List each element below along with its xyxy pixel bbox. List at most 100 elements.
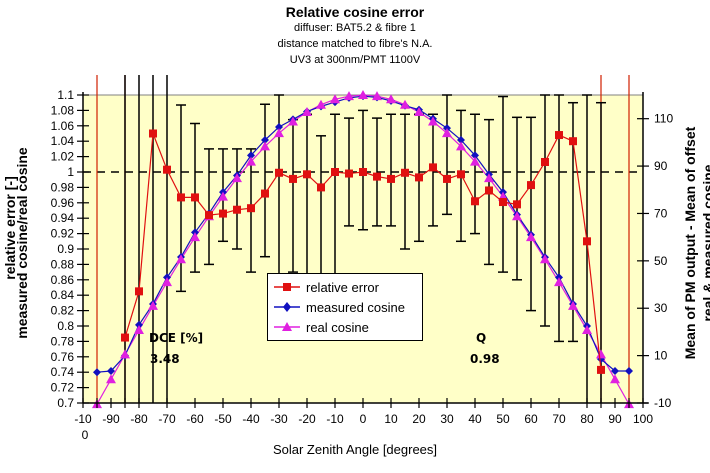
legend-item-relative-error: relative error — [274, 277, 379, 297]
relative-error-point — [317, 183, 325, 192]
relative-error-point — [597, 365, 605, 374]
right-axis-label-1: Mean of PM output - Mean of offset — [682, 126, 698, 360]
measured-cosine-point — [107, 367, 115, 376]
left-axis-tick-label: 1.04 — [51, 134, 75, 148]
legend-label-relative-error: relative error — [306, 279, 379, 295]
measured-cosine-point — [457, 136, 465, 145]
relative-error-point — [191, 193, 199, 202]
legend-label-measured-cosine: measured cosine — [306, 299, 405, 315]
left-axis-tick-label: 1.08 — [51, 103, 75, 117]
real-cosine-point — [470, 156, 480, 166]
relative-error-point — [345, 169, 353, 178]
relative-error-point — [177, 193, 185, 202]
relative-error-point — [205, 211, 213, 220]
right-axis-tick-label: 70 — [654, 206, 668, 220]
x-axis-tick-label: -40 — [242, 412, 260, 426]
real-cosine-point — [540, 254, 550, 264]
real-cosine-point — [372, 91, 382, 101]
relative-error-point — [527, 181, 535, 190]
x-axis-tick-label: -60 — [186, 412, 204, 426]
relative-error-point — [541, 157, 549, 166]
real-cosine-point — [162, 277, 172, 287]
relative-error-point — [303, 170, 311, 179]
q-label: Q — [476, 331, 487, 345]
real-cosine-point — [526, 232, 536, 242]
x-axis-tick-label: 0 — [360, 412, 367, 426]
legend: relative error measured cosine real cosi… — [267, 273, 423, 341]
relative-error-point — [163, 165, 171, 174]
relative-error-point — [275, 168, 283, 177]
relative-error-point — [569, 137, 577, 146]
left-axis-tick-label: 0.92 — [51, 227, 75, 241]
relative-error-point — [513, 200, 521, 209]
relative-error-point — [499, 198, 507, 207]
left-axis-tick-label: 0.7 — [57, 396, 74, 410]
real-cosine-point — [246, 156, 256, 166]
real-cosine-point — [288, 116, 298, 126]
x-axis-tick-label-wrap: 0 — [82, 428, 89, 442]
relative-error-point — [289, 174, 297, 183]
x-axis-label: Solar Zenith Angle [degrees] — [272, 442, 438, 457]
real-cosine-point — [176, 254, 186, 264]
left-axis-tick-label: 0.78 — [51, 334, 75, 348]
x-axis-tick-label: 100 — [633, 412, 653, 426]
x-axis-tick-label: -20 — [298, 412, 316, 426]
left-axis-tick-label: 0.76 — [51, 350, 75, 364]
x-axis-tick-label: 60 — [524, 412, 538, 426]
relative-error-point — [401, 168, 409, 177]
dce-label: DCE [%] — [149, 331, 204, 345]
left-axis-tick-label: 1.06 — [51, 119, 75, 133]
relative-error-point — [457, 170, 465, 179]
right-axis-label-2: real & measured cosine — [700, 164, 710, 322]
x-axis-tick-label: -90 — [102, 412, 120, 426]
chart-title: Relative cosine error — [285, 4, 425, 20]
relative-error-point — [387, 174, 395, 183]
x-axis-tick-label: -10 — [74, 412, 92, 426]
relative-error-point — [331, 168, 339, 176]
x-axis-tick-label: 10 — [384, 412, 398, 426]
real-cosine-point — [358, 90, 368, 99]
relative-error-point — [555, 131, 563, 140]
relative-error-point — [135, 287, 143, 296]
measured-cosine-point — [93, 368, 101, 377]
right-axis-tick-label: 90 — [654, 159, 668, 173]
real-cosine-point — [568, 300, 578, 310]
real-cosine-point — [148, 300, 158, 310]
dce-value: 3.48 — [150, 352, 180, 366]
left-axis-tick-label: 0.72 — [51, 381, 75, 395]
left-axis-tick-label: 0.88 — [51, 257, 75, 271]
legend-marker-measured-cosine — [274, 302, 300, 312]
x-axis-tick-label: 80 — [580, 412, 594, 426]
legend-item-measured-cosine: measured cosine — [274, 297, 405, 317]
q-value: 0.98 — [470, 352, 500, 366]
x-axis-tick-label: 40 — [468, 412, 482, 426]
relative-error-point — [149, 129, 157, 138]
real-cosine-point — [232, 173, 242, 183]
real-cosine-point — [610, 374, 620, 384]
measured-cosine-point — [275, 122, 283, 131]
left-axis-tick-label: 0.84 — [51, 288, 75, 302]
real-cosine-point — [218, 191, 228, 201]
left-axis-tick-label: 1.02 — [51, 150, 75, 164]
real-cosine-point — [456, 141, 466, 151]
chart-subtitle-2: distance matched to fibre's N.A. — [277, 38, 433, 50]
x-axis-tick-label: -30 — [270, 412, 288, 426]
real-cosine-point — [302, 107, 312, 117]
left-axis-tick-label: 0.82 — [51, 304, 75, 318]
relative-error-point — [429, 163, 437, 172]
real-cosine-point — [274, 128, 284, 138]
x-axis-tick-label: -50 — [214, 412, 232, 426]
left-axis-tick-label: 0.94 — [51, 211, 75, 225]
real-cosine-point — [554, 277, 564, 287]
measured-cosine-point — [247, 151, 255, 160]
left-axis-tick-label: 0.74 — [51, 365, 75, 379]
right-axis-tick-label: -10 — [654, 396, 672, 410]
real-cosine-point — [582, 325, 592, 335]
measured-cosine-point — [261, 136, 269, 145]
real-cosine-point — [134, 325, 144, 335]
relative-error-point — [443, 174, 451, 183]
legend-label-real-cosine: real cosine — [306, 319, 369, 335]
left-axis-tick-label: 0.8 — [57, 319, 74, 333]
relative-error-point — [471, 197, 479, 206]
left-axis-tick-label: 1 — [67, 165, 74, 179]
